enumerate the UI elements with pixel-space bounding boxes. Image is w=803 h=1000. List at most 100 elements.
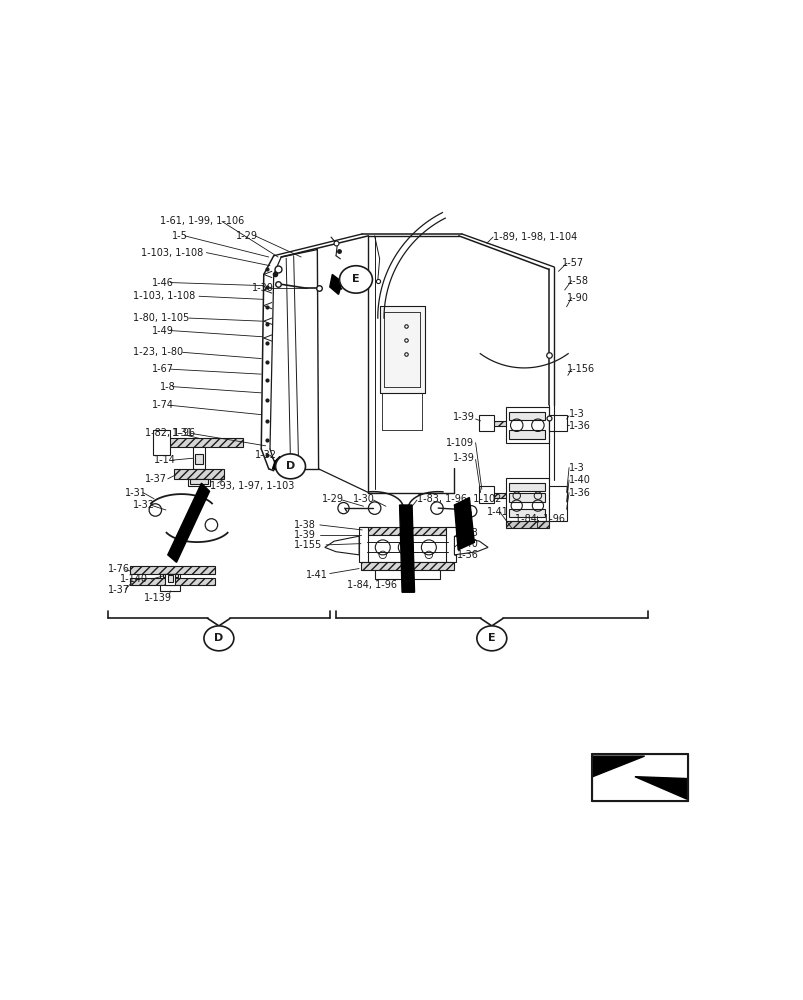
Polygon shape bbox=[130, 566, 215, 574]
Text: 1-39: 1-39 bbox=[452, 412, 474, 422]
Text: 1-43: 1-43 bbox=[456, 528, 479, 538]
Polygon shape bbox=[479, 486, 494, 503]
Polygon shape bbox=[160, 585, 180, 591]
Polygon shape bbox=[508, 430, 544, 439]
Text: 1-84, 1-96: 1-84, 1-96 bbox=[346, 580, 396, 590]
Text: 1-39: 1-39 bbox=[452, 453, 474, 463]
Polygon shape bbox=[508, 509, 544, 517]
Text: 1-38: 1-38 bbox=[293, 520, 315, 530]
Text: D: D bbox=[214, 633, 223, 643]
Ellipse shape bbox=[275, 454, 305, 479]
Polygon shape bbox=[162, 574, 177, 577]
Polygon shape bbox=[329, 274, 342, 294]
Polygon shape bbox=[173, 469, 223, 479]
Polygon shape bbox=[161, 438, 243, 447]
Polygon shape bbox=[361, 527, 454, 535]
Polygon shape bbox=[634, 777, 686, 799]
Text: 1-23, 1-80: 1-23, 1-80 bbox=[132, 347, 183, 357]
Text: 1-80, 1-105: 1-80, 1-105 bbox=[132, 313, 189, 323]
Text: 1-67: 1-67 bbox=[152, 364, 173, 374]
Polygon shape bbox=[168, 575, 173, 582]
Circle shape bbox=[465, 506, 476, 517]
Polygon shape bbox=[454, 536, 487, 555]
Text: 1-32: 1-32 bbox=[255, 450, 277, 460]
Polygon shape bbox=[508, 483, 544, 491]
Text: 1-36: 1-36 bbox=[456, 550, 479, 560]
Circle shape bbox=[149, 504, 161, 516]
Text: 1-140: 1-140 bbox=[120, 574, 149, 584]
Text: 1-40: 1-40 bbox=[456, 539, 479, 549]
Text: E: E bbox=[487, 633, 495, 643]
Text: 1-14: 1-14 bbox=[153, 455, 175, 465]
Polygon shape bbox=[160, 574, 180, 578]
Text: E: E bbox=[352, 274, 359, 284]
Text: 1-90: 1-90 bbox=[566, 293, 588, 303]
Text: D: D bbox=[286, 461, 295, 471]
Text: 1-31: 1-31 bbox=[125, 488, 147, 498]
Polygon shape bbox=[272, 456, 279, 470]
Text: 1-41: 1-41 bbox=[487, 507, 508, 517]
Text: 1-93, 1-97, 1-103: 1-93, 1-97, 1-103 bbox=[210, 481, 294, 491]
Text: 1-36: 1-36 bbox=[569, 421, 590, 431]
Text: 1-109: 1-109 bbox=[446, 438, 474, 448]
Text: 1-30: 1-30 bbox=[251, 283, 274, 293]
Text: 1-155: 1-155 bbox=[293, 540, 321, 550]
Circle shape bbox=[205, 519, 218, 531]
Text: 1-41: 1-41 bbox=[306, 570, 328, 580]
Text: 1-156: 1-156 bbox=[566, 364, 594, 374]
Text: 1-76: 1-76 bbox=[108, 564, 130, 574]
Polygon shape bbox=[591, 754, 687, 801]
Text: 1-103, 1-108: 1-103, 1-108 bbox=[141, 248, 203, 258]
Text: 1-3: 1-3 bbox=[569, 463, 584, 473]
Text: 1-32: 1-32 bbox=[132, 500, 155, 510]
Polygon shape bbox=[379, 306, 424, 393]
Circle shape bbox=[368, 502, 381, 514]
Text: 1-84, 1-96: 1-84, 1-96 bbox=[514, 514, 565, 524]
Text: 1-30: 1-30 bbox=[353, 494, 374, 504]
Polygon shape bbox=[165, 574, 175, 585]
Text: 1-29: 1-29 bbox=[236, 231, 258, 241]
Polygon shape bbox=[188, 479, 210, 486]
Text: 1-5: 1-5 bbox=[172, 231, 188, 241]
Polygon shape bbox=[399, 505, 414, 592]
Polygon shape bbox=[367, 535, 447, 562]
Text: 1-37: 1-37 bbox=[108, 585, 130, 595]
Text: 1-37: 1-37 bbox=[145, 474, 167, 484]
Text: 1-82, 1-96: 1-82, 1-96 bbox=[145, 428, 195, 438]
Polygon shape bbox=[190, 479, 207, 484]
Ellipse shape bbox=[476, 626, 506, 651]
Polygon shape bbox=[168, 483, 210, 562]
Polygon shape bbox=[592, 756, 644, 777]
Polygon shape bbox=[130, 578, 215, 585]
Polygon shape bbox=[153, 430, 170, 455]
Text: 1-29: 1-29 bbox=[321, 494, 343, 504]
Polygon shape bbox=[548, 415, 566, 431]
Text: 1-49: 1-49 bbox=[152, 326, 173, 336]
Circle shape bbox=[430, 502, 442, 514]
Text: 1-103, 1-108: 1-103, 1-108 bbox=[132, 291, 195, 301]
Polygon shape bbox=[487, 421, 566, 426]
Text: 1-31: 1-31 bbox=[172, 428, 194, 438]
Text: 1-40: 1-40 bbox=[569, 475, 590, 485]
Polygon shape bbox=[361, 562, 454, 570]
Text: 1-139: 1-139 bbox=[144, 593, 172, 603]
Text: 1-46: 1-46 bbox=[152, 278, 173, 288]
Polygon shape bbox=[508, 412, 544, 420]
Polygon shape bbox=[374, 570, 439, 579]
Polygon shape bbox=[487, 493, 566, 498]
Text: 1-89, 1-98, 1-104: 1-89, 1-98, 1-104 bbox=[492, 232, 577, 242]
Ellipse shape bbox=[339, 266, 372, 293]
Ellipse shape bbox=[204, 626, 234, 651]
Text: 1-8: 1-8 bbox=[160, 382, 175, 392]
Text: 1-58: 1-58 bbox=[566, 276, 588, 286]
Polygon shape bbox=[195, 454, 202, 464]
Polygon shape bbox=[505, 478, 548, 521]
Polygon shape bbox=[454, 498, 474, 550]
Polygon shape bbox=[508, 493, 544, 502]
Text: 1-36: 1-36 bbox=[569, 488, 590, 498]
Text: 1-39: 1-39 bbox=[293, 530, 315, 540]
Text: 1-74: 1-74 bbox=[152, 400, 173, 410]
Polygon shape bbox=[193, 447, 205, 469]
Text: 1-57: 1-57 bbox=[560, 258, 583, 268]
Polygon shape bbox=[324, 536, 359, 555]
